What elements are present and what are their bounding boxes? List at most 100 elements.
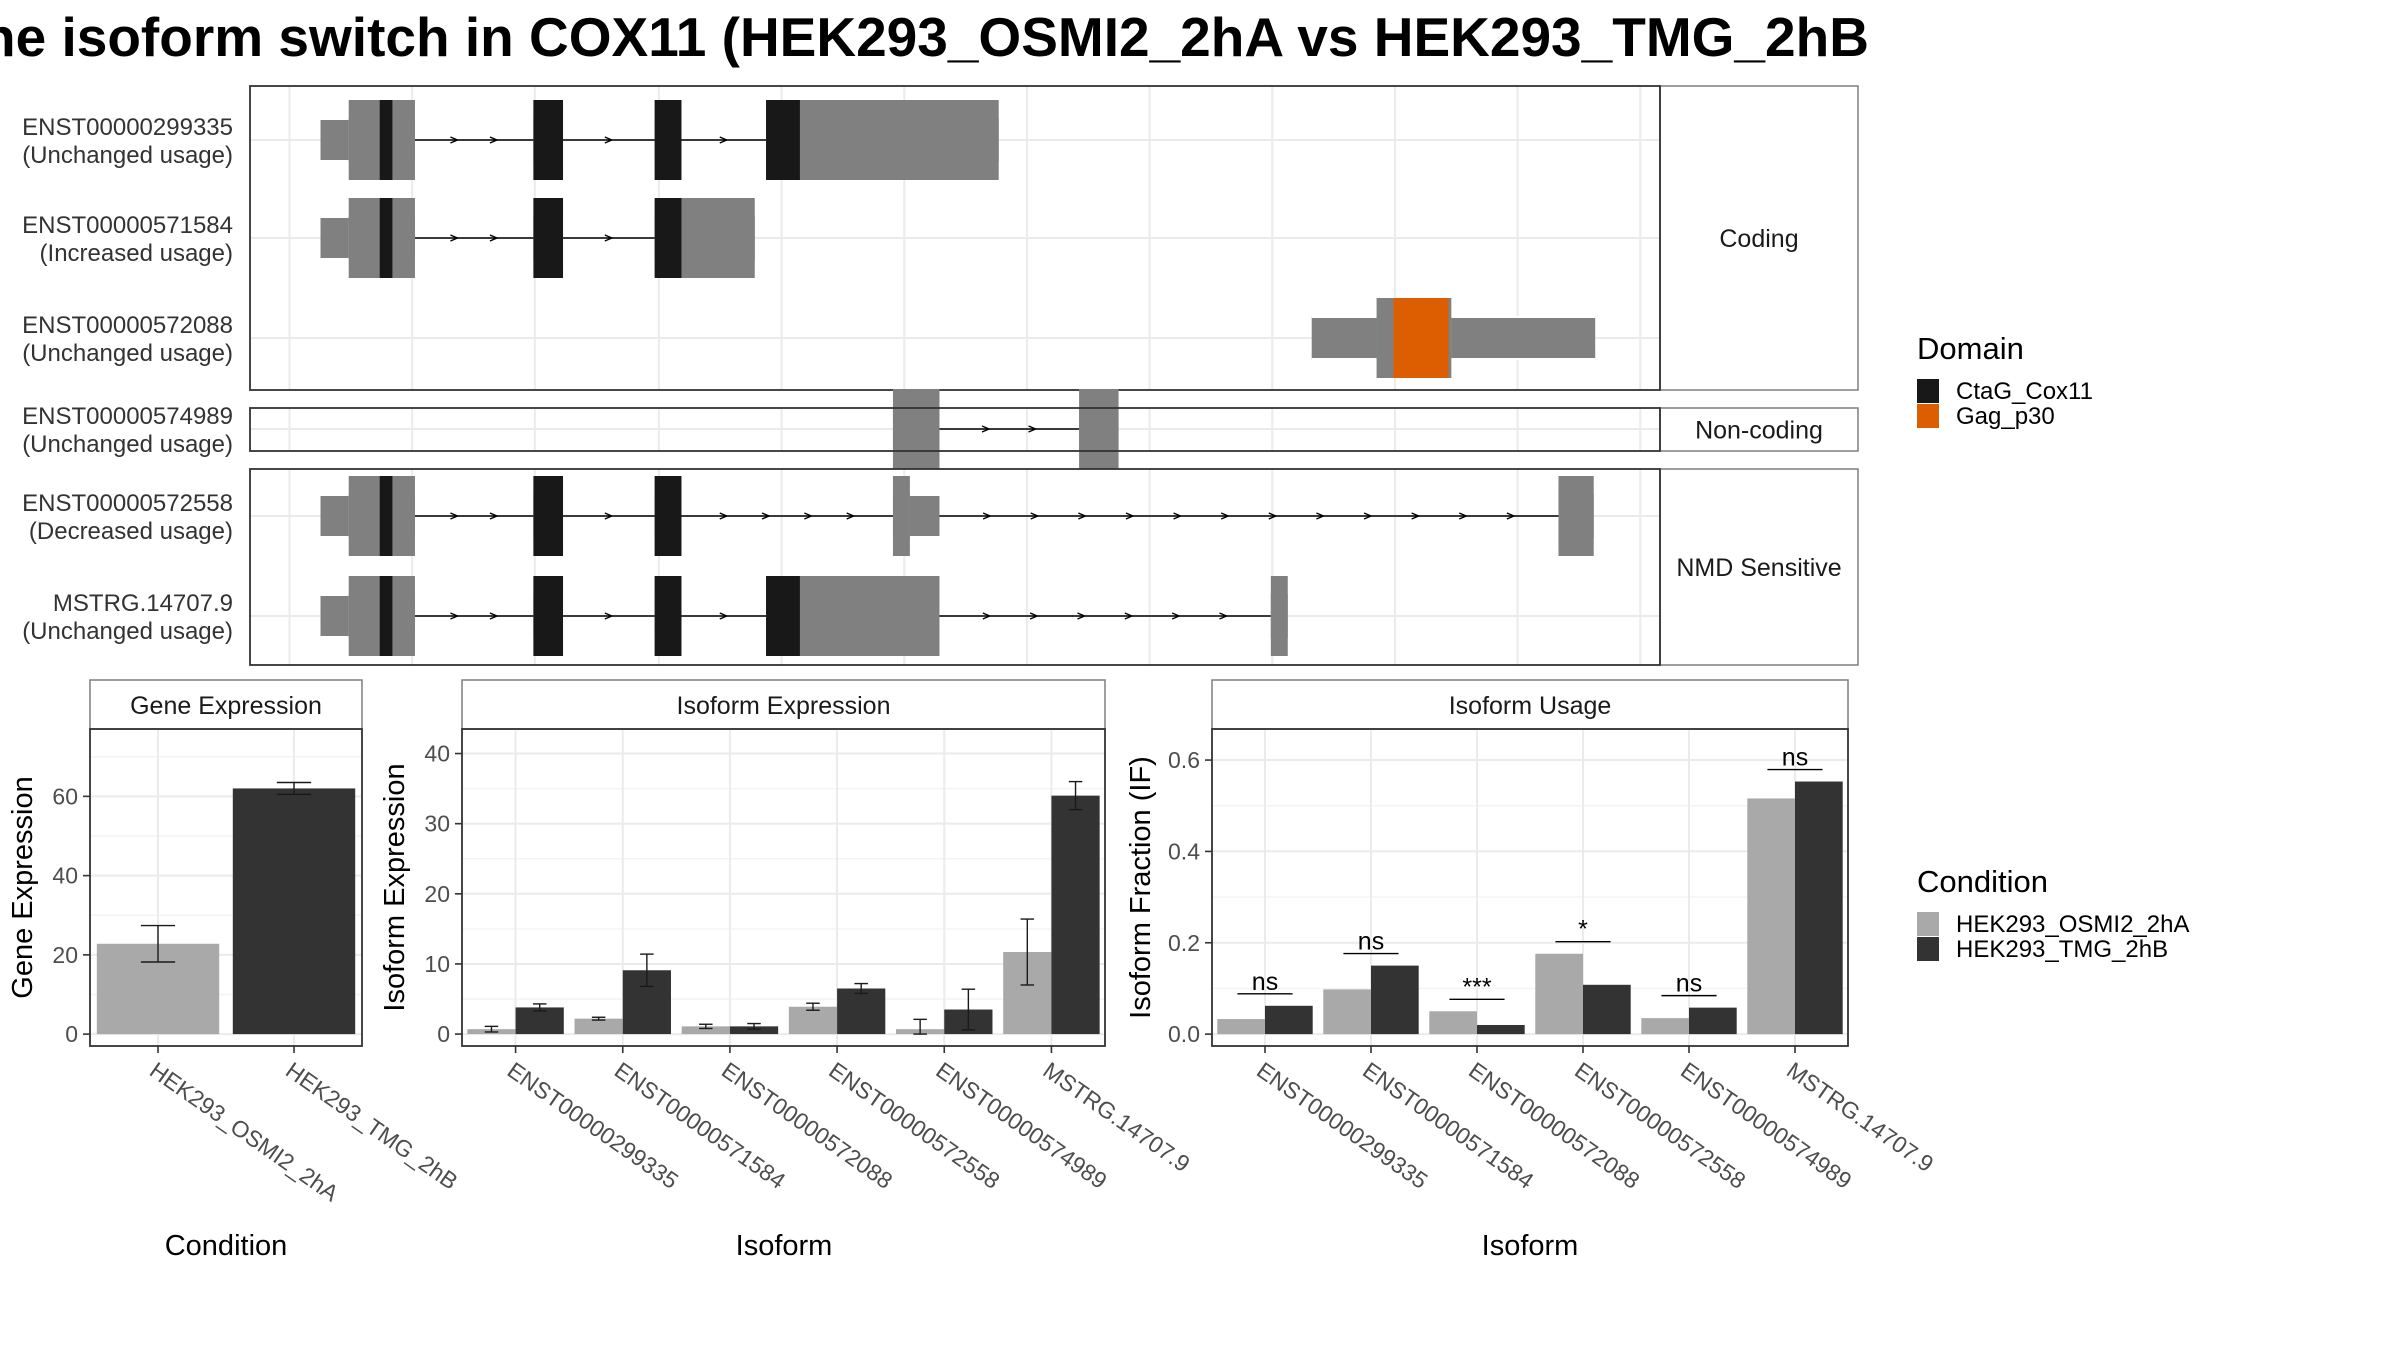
y-tick-label: 40 (52, 863, 78, 889)
x-tick-label: ENST00000571584 (1358, 1057, 1539, 1194)
transcript-model (320, 198, 755, 278)
legend-key-swatch (1917, 379, 1939, 403)
bar (788, 1006, 838, 1035)
cds-domain-ctag (379, 198, 393, 278)
transcript-id-label: ENST00000571584 (22, 212, 233, 239)
transcript-model (1311, 298, 1596, 378)
y-tick-label: 20 (424, 881, 450, 907)
x-tick-label: ENST00000299335 (1252, 1057, 1432, 1194)
intron-arrow (804, 512, 814, 520)
chart-title: Isoform Expression (677, 692, 891, 720)
significance-label: ns (1676, 970, 1702, 998)
chart-title: Isoform Usage (1449, 692, 1612, 720)
group-strip (1659, 85, 1859, 391)
cds-domain-ctag (766, 100, 800, 180)
intron-arrow (1030, 512, 1040, 520)
chart-panel-border (89, 728, 363, 1047)
transcript-status-label: (Unchanged usage) (22, 142, 233, 169)
legend-title: Domain (1917, 331, 2024, 366)
bar (1747, 798, 1795, 1035)
intron-arrow (604, 612, 614, 620)
transcript-group-1: Non-coding ENST00000574989(Unchanged usag… (22, 389, 1859, 469)
intron-arrow (1219, 612, 1229, 620)
y-axis-title: Gene Expression (7, 776, 39, 998)
transcript-model (320, 576, 1288, 656)
exon-utr-narrow (320, 596, 349, 636)
intron-arrow (1171, 612, 1181, 620)
y-axis-title: Isoform Expression (379, 763, 411, 1011)
intron-arrow (1316, 512, 1326, 520)
intron-arrow (604, 136, 614, 144)
intron-arrow (1078, 512, 1088, 520)
intron-arrow (1028, 425, 1038, 433)
intron-arrow (981, 425, 991, 433)
transcript-status-label: (Unchanged usage) (22, 618, 233, 645)
bar (681, 1026, 730, 1035)
transcript-group-2: NMD Sensitive ENST00000572558(Decreased u… (22, 468, 1859, 666)
structure-panel-border (249, 85, 1661, 391)
legend-key-swatch (1917, 912, 1939, 936)
intron-arrow (846, 512, 856, 520)
transcript-model (892, 389, 1119, 469)
significance-label: *** (1462, 973, 1491, 1001)
legend-item-label: HEK293_OSMI2_2hA (1956, 911, 2189, 938)
x-tick-label: ENST00000571584 (610, 1057, 791, 1194)
transcript-id-label: MSTRG.14707.9 (53, 590, 233, 617)
bar (837, 988, 886, 1035)
y-tick-label: 0.6 (1168, 747, 1200, 773)
significance-label: * (1578, 916, 1588, 944)
intron-arrow (1458, 512, 1469, 520)
cds-domain-ctag (533, 476, 564, 556)
structure-panel-background (250, 469, 1660, 665)
y-tick-label: 0.4 (1168, 838, 1200, 864)
group-label: Coding (1719, 225, 1798, 253)
transcript-status-label: (Increased usage) (40, 240, 233, 267)
x-tick-label: ENST00000572558 (1570, 1057, 1750, 1194)
intron-arrow (1506, 512, 1516, 520)
significance-label: ns (1782, 744, 1808, 772)
y-tick-label: 0 (65, 1021, 78, 1047)
y-axis-title: Isoform Fraction (IF) (1125, 756, 1157, 1019)
cds-domain-ctag (379, 576, 393, 656)
bar (574, 1018, 623, 1035)
transcript-id-label: ENST00000299335 (22, 114, 233, 141)
y-tick-label: 20 (52, 942, 78, 968)
intron-arrow (1363, 512, 1373, 520)
intron-arrow (489, 136, 499, 144)
legend-title: Condition (1917, 864, 2048, 899)
legend-key-swatch (1917, 404, 1939, 428)
cds-domain-gag (1393, 298, 1449, 378)
transcript-model (320, 476, 1594, 556)
intron-arrow (1125, 512, 1135, 520)
transcript-status-label: (Unchanged usage) (22, 340, 233, 367)
x-tick-label: ENST00000572558 (824, 1057, 1004, 1194)
cds-domain-ctag (379, 100, 393, 180)
x-tick-label: ENST00000299335 (503, 1057, 683, 1194)
exon-coding (1270, 576, 1288, 656)
bar (1689, 1007, 1737, 1035)
bar (1265, 1005, 1313, 1035)
intron-arrow (450, 512, 460, 520)
exon-utr-narrow (909, 496, 940, 536)
intron-arrow (1220, 512, 1230, 520)
bar (1217, 1019, 1265, 1035)
cds-domain-ctag (654, 100, 682, 180)
y-tick-label: 60 (52, 783, 78, 809)
exon-coding (766, 100, 999, 180)
figure-title: he isoform switch in COX11 (HEK293_OSMI2… (0, 6, 1869, 68)
bar (1371, 965, 1419, 1035)
legend-item-label: HEK293_TMG_2hB (1956, 936, 2168, 963)
exon-utr-narrow (320, 120, 349, 160)
transcript-id-label: ENST00000572558 (22, 490, 233, 517)
bar (1795, 781, 1843, 1035)
cds-domain-ctag (379, 476, 393, 556)
bar (1641, 1018, 1689, 1035)
y-tick-label: 10 (424, 951, 450, 977)
exon-utr-narrow (320, 218, 349, 258)
y-tick-label: 0.0 (1168, 1021, 1200, 1047)
cds-domain-ctag (533, 576, 564, 656)
